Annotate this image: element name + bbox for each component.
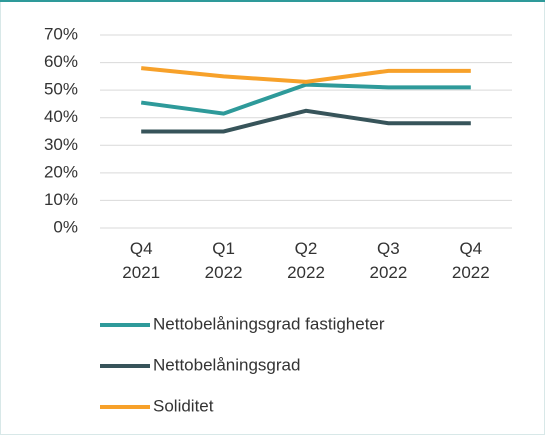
- series-line: [141, 108, 471, 134]
- y-tick-label: 40%: [44, 107, 78, 126]
- y-tick-label: 50%: [44, 80, 78, 99]
- legend-label: Nettobelåningsgrad: [153, 355, 300, 374]
- series-line: [141, 66, 471, 84]
- y-tick-label: 20%: [44, 162, 78, 181]
- x-tick-label: Q4 2021: [122, 239, 160, 282]
- x-tick-label: Q3 2022: [369, 239, 407, 282]
- y-tick-label: 60%: [44, 52, 78, 71]
- y-tick-label: 10%: [44, 190, 78, 209]
- x-tick-label: Q1 2022: [205, 239, 243, 282]
- y-tick-label: 30%: [44, 135, 78, 154]
- legend-label: Nettobelåningsgrad fastigheter: [153, 314, 385, 333]
- legend-label: Soliditet: [153, 396, 214, 415]
- y-tick-label: 70%: [44, 24, 78, 43]
- series-line: [140, 82, 471, 116]
- x-tick-label: Q2 2022: [287, 239, 325, 282]
- y-tick-label: 0%: [53, 217, 78, 236]
- x-tick-label: Q4 2022: [452, 239, 490, 282]
